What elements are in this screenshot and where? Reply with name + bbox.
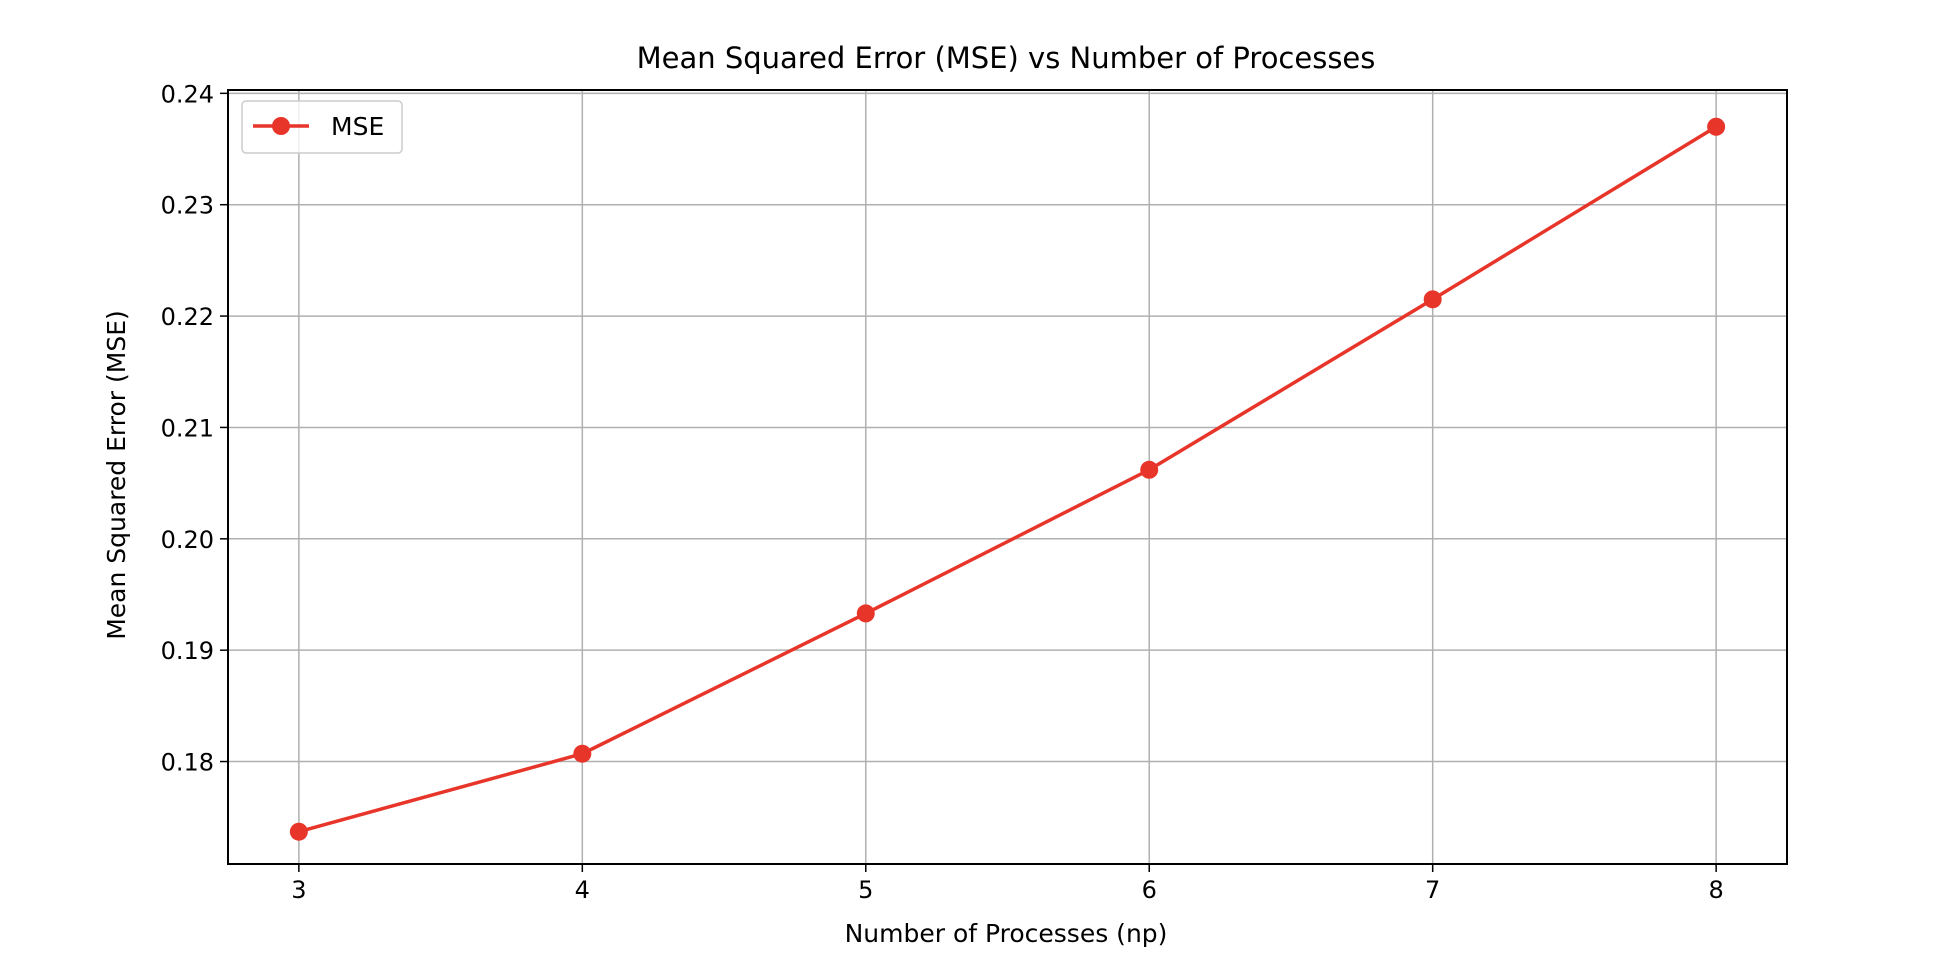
x-axis: 3 4 5 6 7 8 xyxy=(291,864,1724,904)
x-tick-label: 3 xyxy=(291,876,306,904)
x-tick-label: 8 xyxy=(1708,876,1723,904)
y-tick-label: 0.22 xyxy=(161,303,214,331)
y-tick-label: 0.21 xyxy=(161,414,214,442)
x-tick-label: 4 xyxy=(575,876,590,904)
y-tick-label: 0.23 xyxy=(161,192,214,220)
grid-lines xyxy=(228,90,1787,864)
data-point xyxy=(1423,290,1442,309)
x-tick-label: 7 xyxy=(1425,876,1440,904)
data-point xyxy=(573,744,592,763)
data-point xyxy=(1140,460,1159,479)
data-point xyxy=(856,604,875,623)
y-tick-label: 0.19 xyxy=(161,637,214,665)
chart-title: Mean Squared Error (MSE) vs Number of Pr… xyxy=(637,41,1376,75)
legend-label-mse: MSE xyxy=(331,112,384,141)
data-point xyxy=(289,822,308,841)
legend-marker-sample xyxy=(272,117,290,135)
y-axis-label: Mean Squared Error (MSE) xyxy=(102,310,131,640)
y-tick-label: 0.20 xyxy=(161,526,214,554)
plot-frame xyxy=(227,89,1788,865)
legend-box xyxy=(241,100,403,154)
y-tick-label: 0.18 xyxy=(161,749,214,777)
x-axis-label: Number of Processes (np) xyxy=(845,919,1168,948)
y-tick-label: 0.24 xyxy=(161,80,214,108)
data-point xyxy=(1707,117,1726,136)
series-layer xyxy=(289,117,1726,841)
legend: MSE xyxy=(241,100,403,154)
y-axis: 0.18 0.19 0.20 0.21 0.22 0.23 0.24 xyxy=(161,80,228,777)
x-tick-label: 6 xyxy=(1142,876,1157,904)
series-line-mse xyxy=(298,125,1718,834)
x-tick-label: 5 xyxy=(858,876,873,904)
